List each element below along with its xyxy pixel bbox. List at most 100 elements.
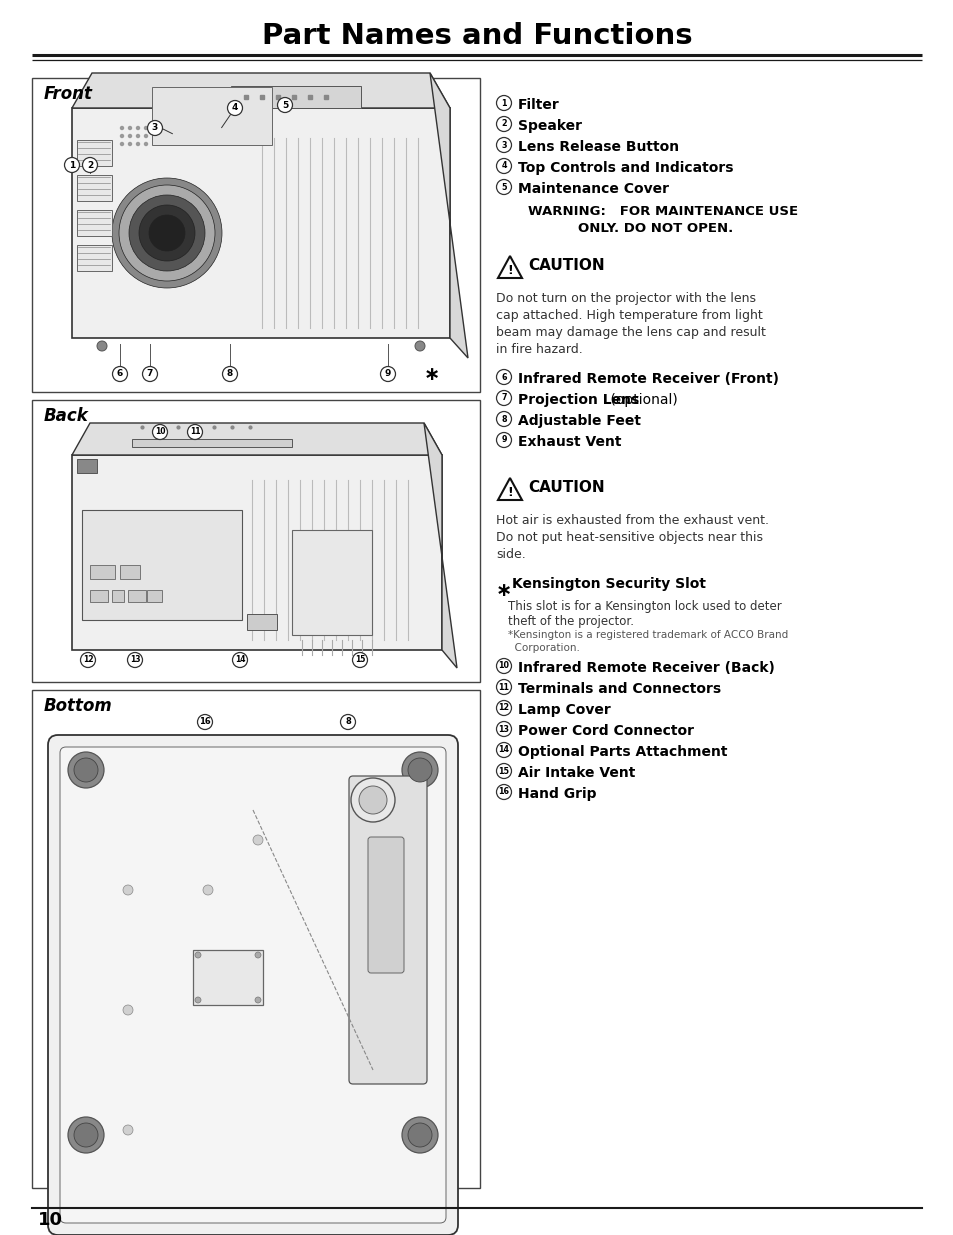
Text: Maintenance Cover: Maintenance Cover (517, 182, 668, 196)
Text: 10: 10 (38, 1212, 63, 1229)
Bar (152, 86, 272, 144)
Circle shape (194, 952, 201, 958)
Circle shape (496, 700, 511, 715)
Circle shape (408, 1123, 432, 1147)
Text: Lamp Cover: Lamp Cover (517, 703, 610, 718)
Circle shape (222, 367, 237, 382)
Text: !: ! (507, 263, 513, 277)
Text: Corporation.: Corporation. (507, 643, 579, 653)
Text: 2: 2 (87, 161, 93, 169)
Text: 16: 16 (498, 788, 509, 797)
Text: 7: 7 (500, 394, 506, 403)
Circle shape (496, 179, 511, 194)
FancyBboxPatch shape (349, 776, 427, 1084)
Circle shape (120, 126, 123, 130)
Circle shape (253, 835, 263, 845)
Text: 7: 7 (147, 369, 153, 378)
Text: Do not put heat-sensitive objects near this: Do not put heat-sensitive objects near t… (496, 531, 762, 543)
Text: Filter: Filter (517, 98, 559, 112)
Text: 2: 2 (500, 120, 506, 128)
Circle shape (496, 137, 511, 152)
Text: 5: 5 (500, 183, 506, 191)
Bar (193, 950, 263, 1005)
Circle shape (233, 652, 247, 667)
Circle shape (496, 95, 511, 110)
Text: Optional Parts Attachment: Optional Parts Attachment (517, 745, 727, 760)
Text: side.: side. (496, 548, 525, 561)
Circle shape (152, 425, 168, 440)
Bar (120, 564, 140, 579)
Bar (77, 210, 112, 236)
Circle shape (194, 997, 201, 1003)
Text: This slot is for a Kensington lock used to deter: This slot is for a Kensington lock used … (507, 600, 781, 613)
Text: ∗: ∗ (496, 580, 512, 600)
Circle shape (496, 390, 511, 405)
Text: 13: 13 (130, 656, 140, 664)
Text: WARNING:   FOR MAINTENANCE USE: WARNING: FOR MAINTENANCE USE (527, 205, 798, 219)
FancyBboxPatch shape (32, 400, 479, 682)
Polygon shape (497, 256, 521, 278)
Bar (77, 140, 112, 165)
Circle shape (128, 652, 142, 667)
Text: CAUTION: CAUTION (527, 480, 604, 495)
Circle shape (123, 1005, 132, 1015)
Circle shape (112, 178, 222, 288)
Text: 11: 11 (190, 427, 200, 436)
Circle shape (254, 952, 261, 958)
Text: Kensington Security Slot: Kensington Security Slot (512, 577, 705, 592)
FancyBboxPatch shape (368, 837, 403, 973)
Circle shape (352, 652, 367, 667)
Text: Infrared Remote Receiver (Front): Infrared Remote Receiver (Front) (517, 372, 779, 387)
Circle shape (496, 116, 511, 131)
Circle shape (74, 758, 98, 782)
Text: 5: 5 (281, 100, 288, 110)
Text: cap attached. High temperature from light: cap attached. High temperature from ligh… (496, 309, 762, 322)
Circle shape (149, 215, 185, 251)
FancyBboxPatch shape (32, 690, 479, 1188)
Text: Do not turn on the projector with the lens: Do not turn on the projector with the le… (496, 291, 755, 305)
Bar (90, 590, 108, 601)
Circle shape (496, 411, 511, 426)
Circle shape (74, 1123, 98, 1147)
Bar (132, 438, 292, 447)
Text: 4: 4 (500, 162, 506, 170)
Text: 14: 14 (498, 746, 509, 755)
Text: ONLY. DO NOT OPEN.: ONLY. DO NOT OPEN. (578, 222, 733, 235)
Circle shape (144, 126, 148, 130)
Circle shape (68, 752, 104, 788)
Circle shape (136, 126, 139, 130)
Text: 8: 8 (227, 369, 233, 378)
Text: Hand Grip: Hand Grip (517, 787, 596, 802)
Text: 8: 8 (345, 718, 351, 726)
Circle shape (197, 715, 213, 730)
FancyBboxPatch shape (48, 735, 457, 1235)
Circle shape (68, 1116, 104, 1153)
Polygon shape (71, 424, 441, 454)
FancyBboxPatch shape (60, 747, 446, 1223)
Circle shape (144, 135, 148, 137)
Circle shape (82, 158, 97, 173)
Bar (112, 590, 124, 601)
Text: Terminals and Connectors: Terminals and Connectors (517, 682, 720, 697)
Circle shape (340, 715, 355, 730)
Text: 6: 6 (500, 373, 506, 382)
Circle shape (496, 432, 511, 447)
Text: 6: 6 (117, 369, 123, 378)
Circle shape (148, 121, 162, 136)
Circle shape (123, 885, 132, 895)
Circle shape (129, 195, 205, 270)
Circle shape (496, 721, 511, 736)
Text: 10: 10 (154, 427, 165, 436)
Text: Back: Back (44, 408, 89, 425)
Circle shape (80, 652, 95, 667)
Text: 3: 3 (500, 141, 506, 149)
Text: 14: 14 (234, 656, 245, 664)
Bar (77, 459, 97, 473)
Circle shape (496, 763, 511, 778)
Text: 9: 9 (500, 436, 506, 445)
Text: Projection Lens: Projection Lens (517, 393, 639, 408)
Circle shape (380, 367, 395, 382)
Text: 12: 12 (83, 656, 93, 664)
Circle shape (144, 142, 148, 146)
Polygon shape (423, 424, 456, 668)
